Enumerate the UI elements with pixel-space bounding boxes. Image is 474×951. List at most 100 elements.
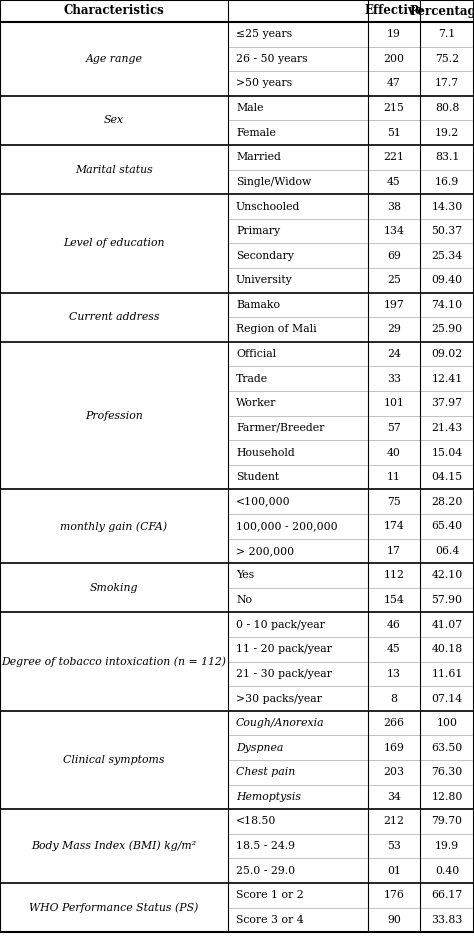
Text: 19: 19 bbox=[387, 29, 401, 39]
Text: 45: 45 bbox=[387, 644, 401, 654]
Text: 15.04: 15.04 bbox=[431, 448, 463, 457]
Text: Level of education: Level of education bbox=[63, 239, 165, 248]
Text: Single/Widow: Single/Widow bbox=[236, 177, 311, 187]
Text: 13: 13 bbox=[387, 669, 401, 679]
Text: 90: 90 bbox=[387, 915, 401, 925]
Text: University: University bbox=[236, 275, 293, 285]
Text: 101: 101 bbox=[383, 398, 404, 408]
Text: 14.30: 14.30 bbox=[431, 202, 463, 211]
Text: 25: 25 bbox=[387, 275, 401, 285]
Text: 01: 01 bbox=[387, 865, 401, 876]
Text: 7.1: 7.1 bbox=[438, 29, 456, 39]
Text: 46: 46 bbox=[387, 620, 401, 630]
Text: 47: 47 bbox=[387, 79, 401, 88]
Text: 0 - 10 pack/year: 0 - 10 pack/year bbox=[236, 620, 325, 630]
Text: 76.30: 76.30 bbox=[431, 767, 463, 777]
Text: No: No bbox=[236, 595, 252, 605]
Text: 75.2: 75.2 bbox=[435, 54, 459, 64]
Text: <100,000: <100,000 bbox=[236, 496, 291, 507]
Text: 8: 8 bbox=[391, 693, 398, 704]
Text: 75: 75 bbox=[387, 496, 401, 507]
Text: Score 1 or 2: Score 1 or 2 bbox=[236, 890, 304, 901]
Text: 11.61: 11.61 bbox=[431, 669, 463, 679]
Text: Characteristics: Characteristics bbox=[64, 5, 164, 17]
Text: Profession: Profession bbox=[85, 411, 143, 420]
Text: 17: 17 bbox=[387, 546, 401, 556]
Text: > 200,000: > 200,000 bbox=[236, 546, 294, 556]
Text: Smoking: Smoking bbox=[90, 583, 138, 592]
Text: Score 3 or 4: Score 3 or 4 bbox=[236, 915, 304, 925]
Text: 24: 24 bbox=[387, 349, 401, 359]
Text: 06.4: 06.4 bbox=[435, 546, 459, 556]
Text: Effective: Effective bbox=[365, 5, 423, 17]
Text: Dyspnea: Dyspnea bbox=[236, 743, 283, 752]
Text: 11: 11 bbox=[387, 472, 401, 482]
Text: 25.90: 25.90 bbox=[431, 324, 463, 335]
Text: 215: 215 bbox=[383, 103, 404, 113]
Text: 04.15: 04.15 bbox=[431, 472, 463, 482]
Text: 21.43: 21.43 bbox=[431, 423, 463, 433]
Text: Percentage: Percentage bbox=[410, 5, 474, 17]
Text: 57.90: 57.90 bbox=[431, 595, 463, 605]
Text: 11 - 20 pack/year: 11 - 20 pack/year bbox=[236, 644, 332, 654]
Text: 134: 134 bbox=[383, 226, 404, 236]
Text: 53: 53 bbox=[387, 841, 401, 851]
Text: 154: 154 bbox=[383, 595, 404, 605]
Text: 12.80: 12.80 bbox=[431, 792, 463, 802]
Text: 174: 174 bbox=[383, 521, 404, 532]
Text: 221: 221 bbox=[383, 152, 404, 163]
Text: Bamako: Bamako bbox=[236, 300, 280, 310]
Text: Body Mass Index (BMI) kg/m²: Body Mass Index (BMI) kg/m² bbox=[31, 841, 197, 851]
Text: Female: Female bbox=[236, 127, 276, 138]
Text: Official: Official bbox=[236, 349, 276, 359]
Text: 80.8: 80.8 bbox=[435, 103, 459, 113]
Text: 41.07: 41.07 bbox=[431, 620, 463, 630]
Text: 45: 45 bbox=[387, 177, 401, 187]
Text: 266: 266 bbox=[383, 718, 404, 728]
Text: 25.0 - 29.0: 25.0 - 29.0 bbox=[236, 865, 295, 876]
Text: 63.50: 63.50 bbox=[431, 743, 463, 752]
Text: 65.40: 65.40 bbox=[431, 521, 463, 532]
Text: 29: 29 bbox=[387, 324, 401, 335]
Text: 38: 38 bbox=[387, 202, 401, 211]
Text: 69: 69 bbox=[387, 251, 401, 261]
Text: 33.83: 33.83 bbox=[431, 915, 463, 925]
Text: Secondary: Secondary bbox=[236, 251, 294, 261]
Text: Degree of tobacco intoxication (n = 112): Degree of tobacco intoxication (n = 112) bbox=[1, 656, 227, 667]
Text: 16.9: 16.9 bbox=[435, 177, 459, 187]
Text: 79.70: 79.70 bbox=[431, 817, 463, 826]
Text: 112: 112 bbox=[383, 571, 404, 580]
Text: <18.50: <18.50 bbox=[236, 817, 276, 826]
Text: 57: 57 bbox=[387, 423, 401, 433]
Text: Cough/Anorexia: Cough/Anorexia bbox=[236, 718, 325, 728]
Text: 21 - 30 pack/year: 21 - 30 pack/year bbox=[236, 669, 332, 679]
Text: Current address: Current address bbox=[69, 312, 159, 322]
Text: 07.14: 07.14 bbox=[431, 693, 463, 704]
Text: 34: 34 bbox=[387, 792, 401, 802]
Text: 74.10: 74.10 bbox=[431, 300, 463, 310]
Text: Worker: Worker bbox=[236, 398, 276, 408]
Text: Clinical symptoms: Clinical symptoms bbox=[63, 755, 165, 765]
Text: 19.2: 19.2 bbox=[435, 127, 459, 138]
Text: 51: 51 bbox=[387, 127, 401, 138]
Text: Primary: Primary bbox=[236, 226, 280, 236]
Text: 12.41: 12.41 bbox=[431, 374, 463, 383]
Text: 66.17: 66.17 bbox=[431, 890, 463, 901]
Text: >30 packs/year: >30 packs/year bbox=[236, 693, 322, 704]
Text: Male: Male bbox=[236, 103, 264, 113]
Text: 169: 169 bbox=[383, 743, 404, 752]
Text: 19.9: 19.9 bbox=[435, 841, 459, 851]
Text: 40: 40 bbox=[387, 448, 401, 457]
Text: Marital status: Marital status bbox=[75, 165, 153, 175]
Text: >50 years: >50 years bbox=[236, 79, 292, 88]
Text: Married: Married bbox=[236, 152, 281, 163]
Text: Student: Student bbox=[236, 472, 279, 482]
Text: 28.20: 28.20 bbox=[431, 496, 463, 507]
Text: Trade: Trade bbox=[236, 374, 268, 383]
Text: 212: 212 bbox=[383, 817, 404, 826]
Text: ≤25 years: ≤25 years bbox=[236, 29, 292, 39]
Text: Region of Mali: Region of Mali bbox=[236, 324, 317, 335]
Text: Household: Household bbox=[236, 448, 295, 457]
Text: 100,000 - 200,000: 100,000 - 200,000 bbox=[236, 521, 337, 532]
Text: Age range: Age range bbox=[86, 54, 143, 64]
